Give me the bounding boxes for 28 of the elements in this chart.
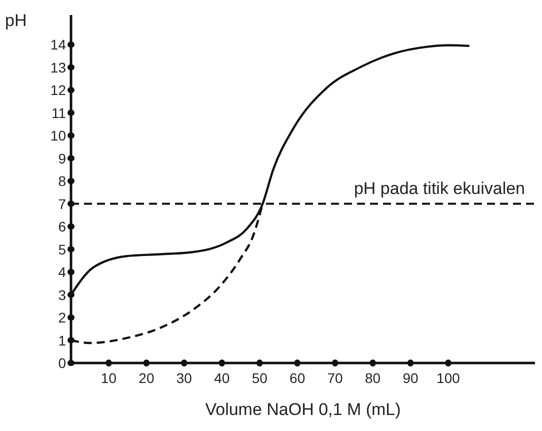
x-tick-label: 60 <box>290 370 306 386</box>
x-tick-label: 50 <box>252 370 268 386</box>
y-tick-label: 9 <box>58 150 66 166</box>
x-tick-label: 100 <box>436 370 460 386</box>
y-tick-label: 4 <box>58 264 66 280</box>
x-tick-label: 30 <box>176 370 192 386</box>
y-tick-label: 13 <box>50 59 66 76</box>
y-tick-label: 0 <box>58 355 66 371</box>
x-tick-label: 20 <box>138 370 154 386</box>
y-tick-label: 8 <box>58 173 66 190</box>
x-tick-label: 90 <box>402 370 419 386</box>
y-tick-label: 3 <box>58 286 66 303</box>
y-tick-label: 7 <box>58 196 66 212</box>
x-tick-label: 70 <box>327 370 344 386</box>
y-tick-label: 2 <box>58 310 66 326</box>
x-tick-label: 80 <box>365 370 381 386</box>
y-tick-label: 6 <box>58 218 66 235</box>
y-tick-label: 5 <box>58 241 66 258</box>
y-tick-label: 10 <box>50 128 66 144</box>
x-tick-label: 10 <box>100 370 117 386</box>
y-tick-label: 12 <box>50 82 66 98</box>
x-tick-label: 40 <box>214 370 230 386</box>
y-tick-label: 1 <box>58 332 66 348</box>
x-axis-title: Volume NaOH 0,1 M (mL) <box>205 400 401 419</box>
y-tick-label: 11 <box>51 104 66 121</box>
y-tick-label: 14 <box>50 36 66 53</box>
y-axis-title: pH <box>5 11 27 30</box>
ref-line-label: pH pada titik ekuivalen <box>354 178 525 198</box>
